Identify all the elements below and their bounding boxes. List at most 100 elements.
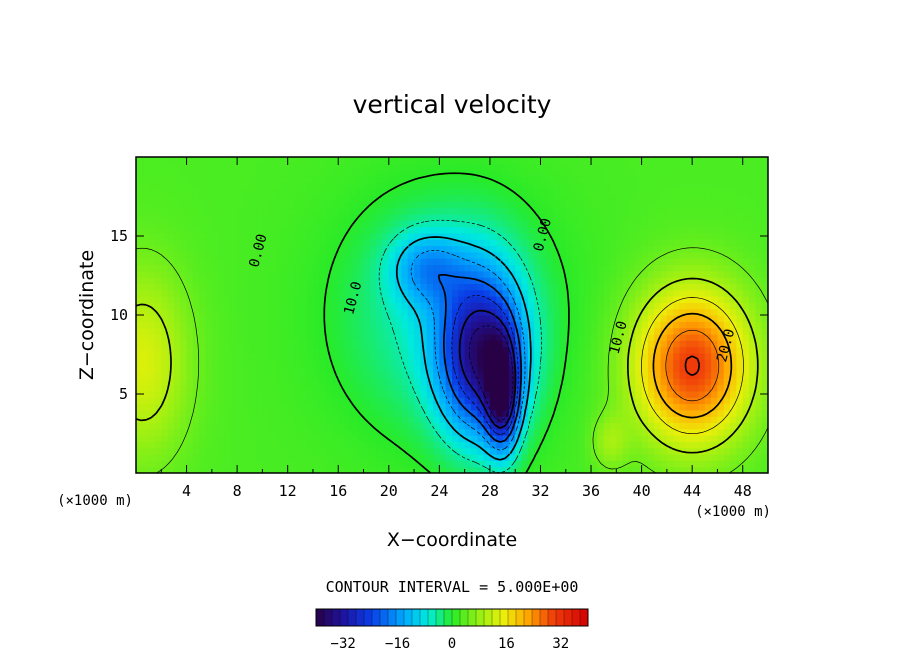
field-cell <box>357 321 365 329</box>
field-cell <box>717 251 725 259</box>
field-cell <box>622 258 630 266</box>
field-cell <box>553 277 561 284</box>
field-cell <box>275 163 282 171</box>
field-cell <box>755 296 763 303</box>
field-cell <box>312 245 320 253</box>
field-cell <box>723 321 731 329</box>
field-cell <box>294 239 301 247</box>
field-cell <box>388 327 396 335</box>
field-cell <box>426 327 434 335</box>
field-cell <box>350 251 358 259</box>
field-cell <box>635 371 643 379</box>
field-cell <box>692 194 700 202</box>
field-cell <box>711 365 719 373</box>
field-cell <box>407 207 415 215</box>
field-cell <box>730 239 737 247</box>
field-cell <box>553 213 561 221</box>
field-cell <box>350 163 358 171</box>
field-cell <box>445 441 453 449</box>
field-cell <box>268 308 276 316</box>
field-cell <box>395 428 403 436</box>
field-cell <box>717 220 725 228</box>
field-cell <box>641 296 649 303</box>
field-cell <box>306 346 314 354</box>
field-cell <box>717 447 725 455</box>
field-cell <box>224 270 232 278</box>
field-cell <box>755 441 763 449</box>
field-cell <box>597 270 605 278</box>
field-cell <box>136 460 143 468</box>
field-cell <box>591 239 598 247</box>
field-cell <box>369 226 377 234</box>
field-cell <box>711 220 719 228</box>
field-cell <box>723 213 731 221</box>
field-cell <box>635 352 643 360</box>
field-cell <box>211 346 219 354</box>
field-cell <box>521 251 529 259</box>
field-cell <box>331 226 339 234</box>
field-cell <box>603 359 611 367</box>
field-cell <box>445 239 453 247</box>
field-cell <box>154 321 162 329</box>
field-cell <box>173 289 181 297</box>
field-cell <box>319 302 327 310</box>
field-cell <box>401 390 409 398</box>
field-cell <box>622 315 630 322</box>
field-cell <box>464 359 472 367</box>
field-cell <box>294 333 301 341</box>
field-cell <box>647 435 655 442</box>
field-cell <box>572 163 579 171</box>
field-cell <box>704 182 712 190</box>
field-cell <box>414 416 421 424</box>
field-cell <box>338 435 346 442</box>
field-cell <box>275 213 282 221</box>
field-cell <box>578 175 586 183</box>
field-cell <box>679 245 687 253</box>
field-cell <box>534 378 542 386</box>
field-cell <box>376 157 384 164</box>
field-cell <box>572 352 579 360</box>
field-cell <box>489 264 497 272</box>
field-cell <box>616 188 624 196</box>
field-cell <box>553 258 561 266</box>
field-cell <box>148 169 156 177</box>
field-cell <box>136 270 143 278</box>
field-cell <box>218 175 226 183</box>
field-cell <box>407 283 415 291</box>
field-cell <box>698 220 706 228</box>
field-cell <box>243 245 251 253</box>
field-cell <box>477 220 485 228</box>
field-cell <box>249 384 257 392</box>
field-cell <box>470 409 478 417</box>
field-cell <box>401 182 409 190</box>
field-cell <box>262 340 270 348</box>
field-cell <box>306 371 314 379</box>
field-cell <box>382 251 390 259</box>
field-cell <box>622 157 630 164</box>
field-cell <box>154 333 162 341</box>
field-cell <box>660 315 668 322</box>
field-cell <box>477 169 485 177</box>
field-cell <box>610 283 617 291</box>
field-cell <box>698 251 706 259</box>
field-cell <box>218 188 226 196</box>
field-cell <box>148 428 156 436</box>
field-cell <box>249 466 257 473</box>
field-cell <box>382 435 390 442</box>
field-cell <box>180 169 188 177</box>
field-cell <box>407 371 415 379</box>
field-cell <box>275 435 282 442</box>
field-cell <box>161 466 169 473</box>
field-cell <box>470 422 478 430</box>
field-cell <box>262 416 270 424</box>
field-cell <box>470 384 478 392</box>
field-cell <box>679 422 687 430</box>
field-cell <box>445 403 453 411</box>
field-cell <box>546 251 554 259</box>
field-cell <box>527 251 535 259</box>
field-cell <box>136 315 143 322</box>
field-cell <box>395 397 403 405</box>
field-cell <box>161 308 169 316</box>
field-cell <box>338 321 346 329</box>
field-cell <box>426 371 434 379</box>
